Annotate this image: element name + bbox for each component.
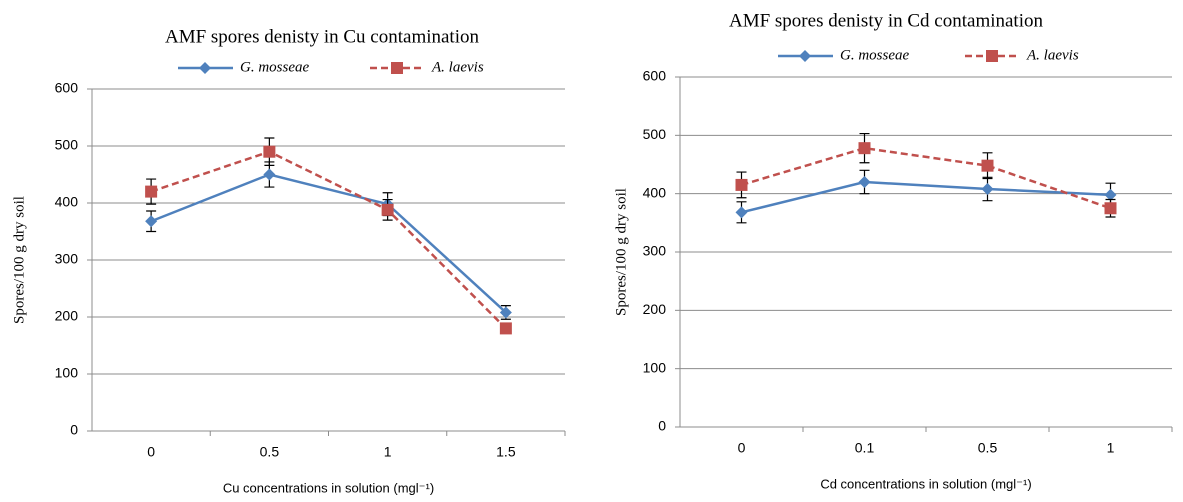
marker	[391, 62, 403, 74]
x-tick-label: 0.5	[978, 440, 998, 456]
marker	[981, 159, 994, 172]
y-tick-label: 100	[643, 359, 667, 375]
marker	[381, 203, 394, 216]
y-tick-label: 200	[643, 301, 667, 317]
x-tick-label: 0	[147, 444, 155, 460]
legend-label: G. mosseae	[240, 59, 309, 75]
x-tick-label: 1	[384, 444, 392, 460]
y-tick-label: 400	[643, 184, 667, 200]
y-axis-title: Spores/100 g dry soil	[613, 188, 629, 316]
marker	[1104, 188, 1117, 201]
marker	[981, 183, 994, 195]
x-tick-label: 1.5	[496, 444, 516, 460]
y-tick-label: 300	[643, 243, 667, 259]
y-tick-label: 500	[55, 137, 79, 153]
series-line	[150, 173, 507, 314]
chart-title: AMF spores denisty in Cu contamination	[165, 26, 480, 47]
y-axis-title: Spores/100 g dry soil	[11, 196, 27, 324]
y-tick-label: 300	[55, 251, 79, 267]
y-tick-label: 600	[643, 68, 667, 84]
legend-label: A. laevis	[431, 59, 484, 75]
marker	[1104, 202, 1117, 215]
x-axis-title: Cu concentrations in solution (mgl⁻¹)	[223, 480, 434, 495]
y-tick-label: 600	[55, 80, 79, 96]
legend-label: A. laevis	[1026, 47, 1079, 63]
marker	[263, 168, 276, 181]
y-tick-label: 0	[70, 422, 78, 438]
series-line	[150, 150, 507, 330]
marker	[858, 142, 871, 155]
marker	[199, 62, 211, 74]
legend-label: G. mosseae	[840, 47, 909, 63]
marker	[735, 178, 748, 191]
x-tick-label: 0.5	[260, 444, 280, 460]
x-axis-title: Cd concentrations in solution (mgl⁻¹)	[820, 476, 1031, 491]
x-tick-label: 1	[1107, 440, 1115, 456]
marker	[145, 185, 158, 198]
x-tick-label: 0.1	[855, 440, 875, 456]
marker	[735, 206, 748, 219]
chart-title: AMF spores denisty in Cd contamination	[729, 10, 1044, 31]
marker	[145, 215, 158, 228]
series-line	[741, 146, 1111, 210]
marker	[858, 176, 871, 188]
y-tick-label: 100	[55, 365, 79, 381]
marker	[499, 306, 512, 319]
y-tick-label: 0	[658, 418, 666, 434]
marker	[263, 145, 276, 158]
marker	[499, 322, 512, 335]
series-line	[741, 180, 1111, 214]
y-tick-label: 400	[55, 194, 79, 210]
y-tick-label: 200	[55, 308, 79, 324]
x-tick-label: 0	[738, 440, 746, 456]
marker	[799, 50, 811, 62]
y-tick-label: 500	[643, 126, 667, 142]
marker	[986, 50, 998, 62]
